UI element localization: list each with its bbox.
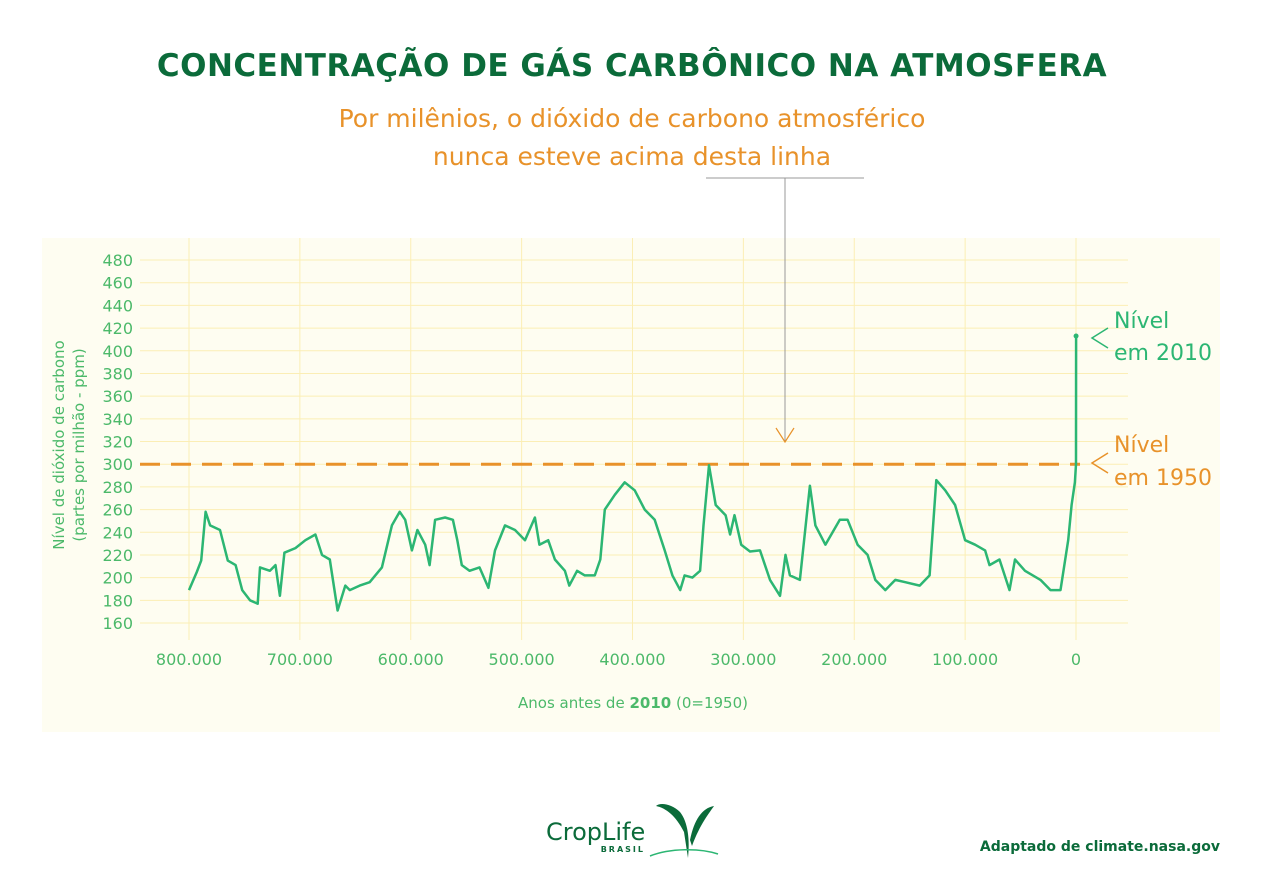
chevron-left-icon [1090, 452, 1109, 474]
y-tick-label: 200 [102, 569, 133, 588]
y-tick-label: 380 [102, 364, 133, 383]
end-point-2010 [1073, 333, 1079, 339]
x-tick-label: 700.000 [267, 650, 333, 669]
y-tick-label: 220 [102, 546, 133, 565]
y-axis-label-2: (partes por milhão - ppm) [70, 348, 88, 541]
logo-swoosh [649, 848, 719, 857]
y-tick-label: 280 [102, 478, 133, 497]
chevron-left-icon [1090, 327, 1109, 349]
x-tick-label: 0 [1071, 650, 1081, 669]
x-tick-label: 800.000 [156, 650, 222, 669]
chart-subtitle-line-2: nunca esteve acima desta linha [433, 142, 831, 171]
logo-subtext: BRASIL [601, 845, 645, 854]
x-tick-labels: 800.000 700.000 600.000 500.000 400.000 300.0… [156, 650, 1081, 669]
y-tick-label: 160 [102, 614, 133, 633]
x-tick-label: 100.000 [932, 650, 998, 669]
y-tick-label: 240 [102, 523, 133, 542]
croplife-logo: CropLife BRASIL [546, 804, 719, 858]
y-tick-labels: 160 180 200 220 240 260 280 300 320 340 360 380 400 4… [102, 251, 133, 633]
y-tick-label: 360 [102, 387, 133, 406]
chart-title: CONCENTRAÇÃO DE GÁS CARBÔNICO NA ATMOSFE… [157, 47, 1107, 84]
y-axis-label-1: Nível de dióxido de carbono [50, 340, 68, 549]
callout-arrow-icon [775, 427, 795, 444]
x-tick-label: 200.000 [821, 650, 887, 669]
y-tick-label: 300 [102, 455, 133, 474]
y-tick-label: 440 [102, 296, 133, 315]
x-tick-label: 500.000 [489, 650, 555, 669]
y-tick-label: 180 [102, 591, 133, 610]
annotation-2010-line-2: em 2010 [1114, 341, 1212, 366]
y-tick-label: 400 [102, 342, 133, 361]
y-tick-label: 340 [102, 410, 133, 429]
x-tick-label: 400.000 [599, 650, 665, 669]
co2-series-line [187, 335, 1078, 612]
leaf-icon [690, 806, 714, 846]
annotation-1950-line-1: Nível [1114, 433, 1169, 458]
y-tick-label: 320 [102, 433, 133, 452]
chart-subtitle-line-1: Por milênios, o dióxido de carbono atmos… [339, 104, 926, 133]
x-tick-label: 600.000 [378, 650, 444, 669]
source-credit: Adaptado de climate.nasa.gov [980, 839, 1220, 855]
logo-text: CropLife [546, 818, 645, 846]
y-tick-label: 260 [102, 501, 133, 520]
y-tick-label: 460 [102, 274, 133, 293]
plot-panel [42, 238, 1220, 732]
annotation-2010-line-1: Nível [1114, 309, 1169, 334]
y-tick-label: 480 [102, 251, 133, 270]
x-tick-label: 300.000 [710, 650, 776, 669]
leaf-icon [656, 804, 689, 858]
y-tick-label: 420 [102, 319, 133, 338]
x-axis-label: Anos antes de 2010 (0=1950) [518, 694, 748, 712]
annotation-1950-line-2: em 1950 [1114, 466, 1212, 491]
